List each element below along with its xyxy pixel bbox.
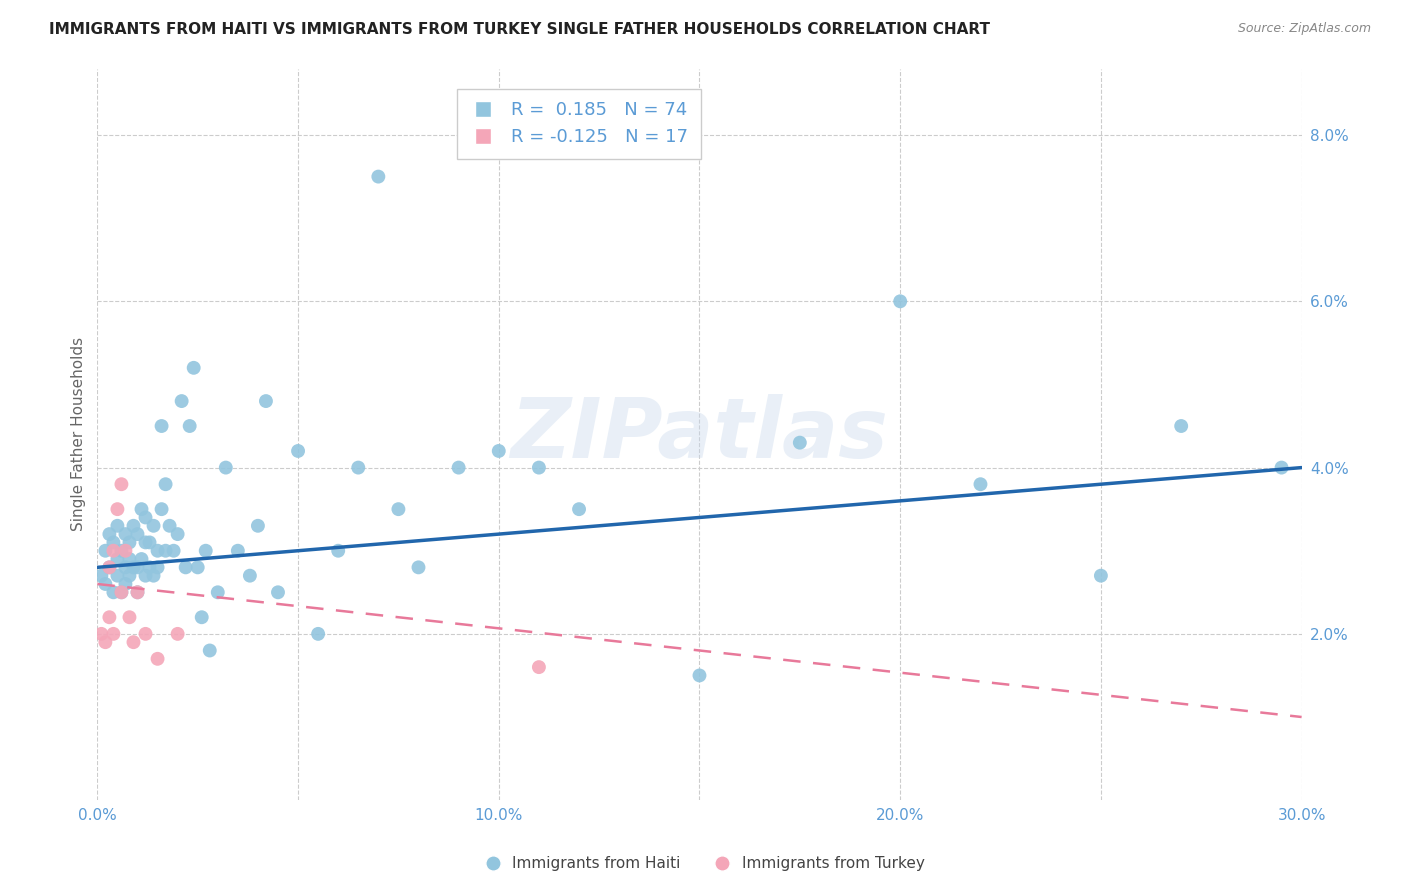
Point (183, 360, 205, 375)
Y-axis label: Single Father Households: Single Father Households (72, 337, 86, 532)
Point (166, 627, 188, 641)
Point (110, 585, 132, 599)
Point (170, 394, 193, 409)
Point (98, 560, 121, 574)
Point (488, 444, 510, 458)
Point (179, 419, 201, 434)
Point (107, 568, 129, 582)
Point (1170, 419, 1192, 434)
Point (118, 610, 141, 624)
Point (568, 502, 591, 516)
Point (114, 577, 136, 591)
Point (447, 460, 470, 475)
Point (122, 518, 145, 533)
Point (94, 543, 117, 558)
Point (118, 568, 141, 582)
Text: Source: ZipAtlas.com: Source: ZipAtlas.com (1237, 22, 1371, 36)
Text: ZIPatlas: ZIPatlas (510, 394, 889, 475)
Point (114, 527, 136, 541)
Point (118, 535, 141, 549)
Point (131, 552, 153, 566)
Point (367, 169, 389, 184)
Point (114, 560, 136, 574)
Point (155, 477, 177, 491)
Point (107, 518, 129, 533)
Point (103, 585, 125, 599)
Point (142, 518, 165, 533)
Point (155, 543, 177, 558)
Point (150, 502, 173, 516)
Point (162, 543, 184, 558)
Point (127, 527, 149, 541)
Point (969, 477, 991, 491)
Point (90, 627, 112, 641)
Point (190, 610, 212, 624)
Point (1090, 568, 1112, 582)
Point (94, 577, 117, 591)
Point (135, 510, 157, 524)
Point (142, 568, 165, 582)
Point (107, 552, 129, 566)
Point (408, 560, 430, 574)
Point (135, 627, 157, 641)
Point (135, 535, 157, 549)
Point (146, 543, 169, 558)
Point (122, 635, 145, 649)
Point (198, 643, 221, 657)
Point (135, 568, 157, 582)
Point (166, 527, 188, 541)
Point (194, 543, 217, 558)
Point (150, 419, 173, 434)
Point (146, 560, 169, 574)
Point (387, 502, 409, 516)
Point (527, 660, 550, 674)
Point (239, 568, 262, 582)
Legend: Immigrants from Haiti, Immigrants from Turkey: Immigrants from Haiti, Immigrants from T… (475, 850, 931, 877)
Point (90, 568, 112, 582)
Point (103, 535, 125, 549)
Point (127, 560, 149, 574)
Point (103, 627, 125, 641)
Point (688, 668, 710, 682)
Point (114, 543, 136, 558)
Point (207, 585, 229, 599)
Point (226, 543, 249, 558)
Point (110, 585, 132, 599)
Point (103, 543, 125, 558)
Point (138, 560, 160, 574)
Point (110, 477, 132, 491)
Point (287, 444, 309, 458)
Point (889, 294, 911, 309)
Point (174, 560, 197, 574)
Point (98, 560, 121, 574)
Point (127, 585, 149, 599)
Point (267, 585, 290, 599)
Point (789, 435, 811, 450)
Point (254, 394, 277, 409)
Point (1270, 460, 1292, 475)
Point (107, 502, 129, 516)
Point (347, 460, 370, 475)
Point (122, 560, 145, 574)
Point (94, 635, 117, 649)
Point (159, 518, 181, 533)
Text: IMMIGRANTS FROM HAITI VS IMMIGRANTS FROM TURKEY SINGLE FATHER HOUSEHOLDS CORRELA: IMMIGRANTS FROM HAITI VS IMMIGRANTS FROM… (49, 22, 990, 37)
Point (527, 460, 550, 475)
Point (307, 627, 329, 641)
Point (328, 543, 350, 558)
Point (98, 527, 121, 541)
Point (246, 518, 269, 533)
Point (118, 552, 141, 566)
Point (138, 535, 160, 549)
Point (110, 543, 132, 558)
Legend: R =  0.185   N = 74, R = -0.125   N = 17: R = 0.185 N = 74, R = -0.125 N = 17 (457, 88, 702, 159)
Point (146, 652, 169, 666)
Point (98, 610, 121, 624)
Point (127, 585, 149, 599)
Point (215, 460, 238, 475)
Point (187, 560, 209, 574)
Point (131, 502, 153, 516)
